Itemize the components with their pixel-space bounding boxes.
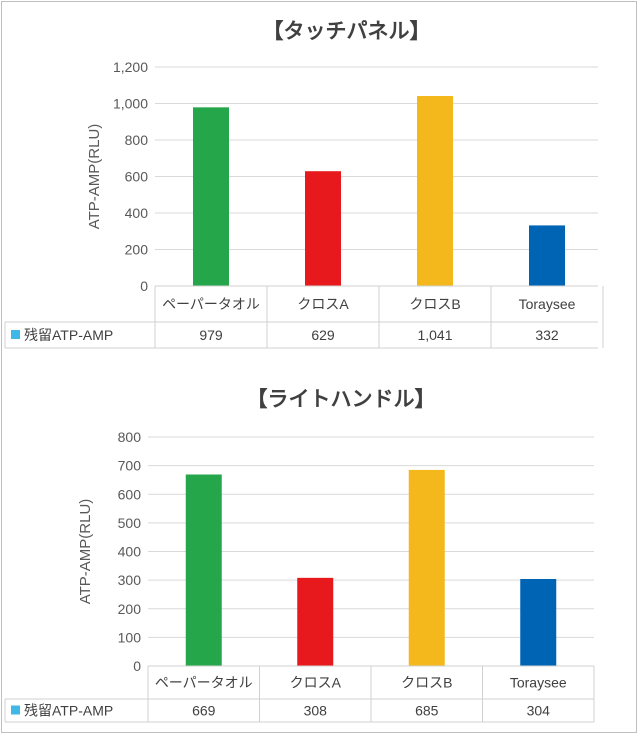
x-category-label: クロスB: [401, 675, 452, 691]
chart-title-touch-panel: 【タッチパネル】: [263, 20, 431, 43]
y-tick-label: 0: [140, 278, 148, 294]
bar-light-handle-3: [408, 469, 445, 666]
x-category-label: ペーパータオル: [162, 296, 260, 312]
y-tick-label: 200: [125, 242, 149, 258]
data-value-label: 304: [527, 703, 551, 719]
x-category-label: ペーパータオル: [155, 675, 253, 691]
bar-touch-panel-4: [529, 225, 565, 286]
x-category-label: Toraysee: [510, 675, 567, 691]
y-tick-label: 1,200: [113, 59, 148, 75]
bar-light-handle-4: [520, 578, 557, 666]
chart-title-light-handle: 【ライトハンドル】: [247, 388, 436, 411]
y-tick-label: 1,000: [113, 96, 148, 112]
bar-touch-panel-3: [417, 96, 453, 286]
data-value-label: 332: [535, 327, 559, 343]
x-category-label: クロスA: [297, 296, 349, 312]
y-tick-label: 300: [118, 572, 142, 588]
x-category-label: クロスB: [409, 296, 460, 312]
y-axis-label: ATP-AMP(RLU): [86, 124, 103, 230]
y-tick-label: 600: [118, 486, 142, 502]
bar-light-handle-2: [297, 577, 334, 666]
legend-series-name: 残留ATP-AMP: [24, 327, 113, 343]
y-tick-label: 500: [118, 515, 142, 531]
x-category-label: クロスA: [290, 675, 342, 691]
data-value-label: 629: [311, 327, 335, 343]
data-value-label: 979: [199, 327, 223, 343]
data-value-label: 1,041: [417, 327, 452, 343]
legend-swatch: [11, 330, 20, 339]
y-tick-label: 400: [125, 205, 149, 221]
bar-light-handle-1: [185, 474, 222, 666]
y-tick-label: 600: [125, 169, 149, 185]
bar-touch-panel-2: [305, 171, 341, 286]
bar-touch-panel-1: [193, 107, 229, 287]
y-tick-label: 0: [133, 658, 141, 674]
data-value-label: 308: [304, 703, 328, 719]
data-value-label: 685: [415, 703, 439, 719]
y-tick-label: 100: [118, 629, 142, 645]
y-tick-label: 800: [125, 132, 149, 148]
y-tick-label: 200: [118, 601, 142, 617]
legend-swatch: [11, 705, 20, 715]
y-tick-label: 800: [118, 429, 142, 445]
y-tick-label: 400: [118, 544, 142, 560]
x-category-label: Toraysee: [519, 296, 576, 312]
legend-series-name: 残留ATP-AMP: [24, 703, 113, 719]
y-axis-label: ATP-AMP(RLU): [77, 499, 94, 605]
y-tick-label: 700: [118, 458, 142, 474]
data-value-label: 669: [192, 703, 216, 719]
